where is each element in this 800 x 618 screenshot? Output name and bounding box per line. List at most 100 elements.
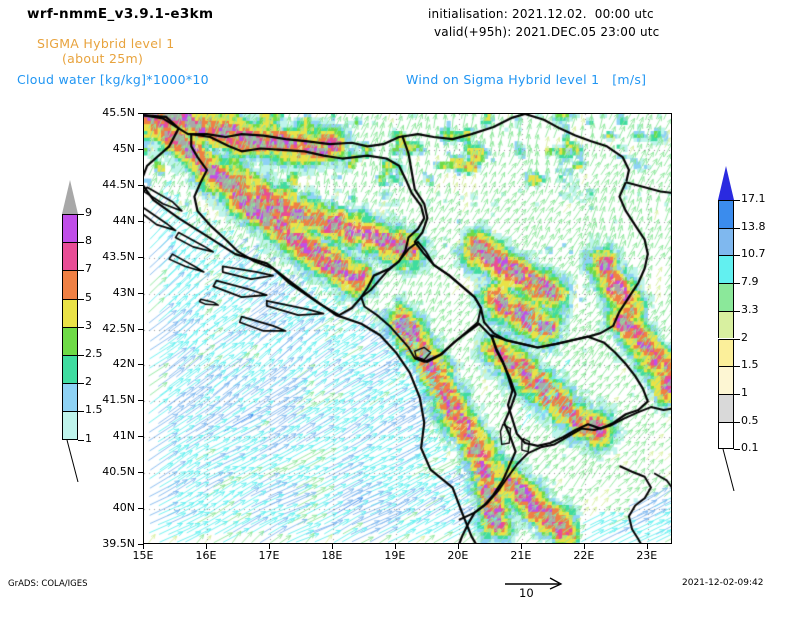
y-axis-tick-label: 45.5N xyxy=(102,106,135,119)
colorbar-tick xyxy=(78,326,84,328)
colorbar-tick xyxy=(78,355,84,356)
level-label-line1: SIGMA Hybrid level 1 xyxy=(37,36,175,51)
y-axis-tick-label: 42.5N xyxy=(102,321,135,335)
colorbar-band xyxy=(718,310,734,339)
y-axis-tick-label: 45N xyxy=(112,141,135,155)
y-axis-tick xyxy=(138,544,143,545)
colorbar-tick-label: 1.5 xyxy=(85,403,103,417)
y-axis-tick xyxy=(138,400,143,402)
y-axis-tick xyxy=(138,472,143,474)
colorbar-tick xyxy=(78,383,84,385)
level-label-line2: (about 25m) xyxy=(62,51,144,66)
y-axis-tick-label: 40.5N xyxy=(102,465,135,479)
colorbar-band xyxy=(718,338,734,367)
y-axis-tick xyxy=(138,220,143,222)
colorbar-band xyxy=(62,383,78,412)
x-axis-tick xyxy=(268,544,270,549)
y-axis-tick xyxy=(138,256,143,258)
colorbar-tick-label: 1 xyxy=(741,385,748,399)
colorbar-tick-label: 2.5 xyxy=(85,347,103,360)
x-axis-tick-label: 15E xyxy=(132,549,154,562)
y-axis-tick xyxy=(138,508,143,510)
colorbar-tick-label: 13.8 xyxy=(741,219,766,233)
arrow-right-icon xyxy=(505,577,563,590)
colorbar-tick-label: 3 xyxy=(85,318,92,332)
x-axis-tick-label: 16E xyxy=(195,549,217,562)
initialisation-label: initialisation: 2021.12.02. 00:00 utc xyxy=(428,7,654,21)
colorbar-tick-label: 0.5 xyxy=(741,413,759,427)
y-axis-tick xyxy=(138,184,143,186)
x-axis-tick-label: 18E xyxy=(321,549,343,562)
colorbar-band xyxy=(62,214,78,243)
grads-credit-label: GrADS: COLA/IGES xyxy=(8,579,88,589)
y-axis-tick xyxy=(138,113,143,114)
y-axis-tick-label: 40N xyxy=(112,501,135,515)
colorbar-band xyxy=(62,242,78,271)
x-axis-tick-label: 22E xyxy=(573,549,595,562)
x-axis-tick-label: 21E xyxy=(510,549,532,562)
y-axis-tick-label: 43N xyxy=(112,285,135,299)
colorbar-tick xyxy=(734,255,740,257)
colorbar-under-range-tail xyxy=(722,449,735,492)
colorbar-tick xyxy=(734,200,740,201)
y-axis-tick xyxy=(138,328,143,330)
y-axis-tick-label: 41N xyxy=(112,429,135,443)
colorbar-band xyxy=(718,255,734,284)
y-axis-tick xyxy=(138,436,143,438)
colorbar-tick xyxy=(78,214,84,215)
wind-reference-label: 10 xyxy=(519,586,534,600)
x-axis-tick xyxy=(646,544,648,549)
y-axis-tick-label: 44N xyxy=(112,213,135,227)
colorbar-tick-label: 8 xyxy=(85,234,92,248)
colorbar-tick-label: 10.7 xyxy=(741,247,766,261)
y-axis-tick xyxy=(138,364,143,366)
cloud-water-variable-label: Cloud water [kg/kg]*1000*10 xyxy=(17,72,209,87)
colorbar-tick xyxy=(78,439,84,441)
x-axis-tick xyxy=(331,544,333,549)
colorbar-band xyxy=(718,200,734,228)
colorbar-over-range-arrow xyxy=(718,166,734,200)
x-axis-tick xyxy=(583,544,585,549)
x-axis-tick xyxy=(205,544,207,549)
x-axis-tick-label: 17E xyxy=(258,549,280,562)
colorbar-tick-label: 1.5 xyxy=(741,358,759,372)
colorbar-tick-label: 0.1 xyxy=(741,441,759,455)
colorbar-band xyxy=(62,298,78,327)
colorbar-tick xyxy=(734,310,740,312)
x-axis-tick-label: 19E xyxy=(384,549,406,562)
colorbar-tick xyxy=(734,283,740,285)
y-axis-tick xyxy=(138,148,143,150)
colorbar-band xyxy=(718,421,734,450)
colorbar-tick xyxy=(734,449,740,451)
x-axis-tick xyxy=(394,544,396,549)
x-axis-tick-label: 20E xyxy=(447,549,469,562)
colorbar-band xyxy=(718,366,734,394)
colorbar-tick-label: 7.9 xyxy=(741,275,759,289)
y-axis-tick-label: 39.5N xyxy=(102,537,135,550)
colorbar-band xyxy=(62,326,78,355)
valid-time-label: valid(+95h): 2021.DEC.05 23:00 utc xyxy=(434,25,660,39)
y-axis-tick-label: 44.5N xyxy=(102,177,135,191)
x-axis-tick xyxy=(457,544,459,549)
x-axis-tick xyxy=(520,544,522,549)
map-plot-area xyxy=(143,113,672,544)
colorbar-tick xyxy=(734,227,740,229)
colorbar-band xyxy=(718,283,734,311)
colorbar-tick-label: 1 xyxy=(85,431,92,445)
y-axis-tick-label: 42N xyxy=(112,357,135,371)
colorbar-under-range-tail xyxy=(66,439,79,482)
x-axis-tick xyxy=(143,544,144,549)
colorbar-tick xyxy=(78,298,84,300)
colorbar-tick-label: 2 xyxy=(85,375,92,389)
colorbar-tick xyxy=(734,366,740,368)
colorbar-tick-label: 3.3 xyxy=(741,302,759,316)
colorbar-band xyxy=(62,411,78,440)
colorbar-band xyxy=(718,227,734,256)
colorbar-tick-label: 7 xyxy=(85,262,92,276)
y-axis-tick-label: 43.5N xyxy=(102,249,135,263)
generation-timestamp-label: 2021-12-02-09:42 xyxy=(682,578,764,588)
colorbar-tick xyxy=(734,421,740,423)
colorbar-band xyxy=(718,393,734,422)
colorbar-band xyxy=(62,270,78,299)
